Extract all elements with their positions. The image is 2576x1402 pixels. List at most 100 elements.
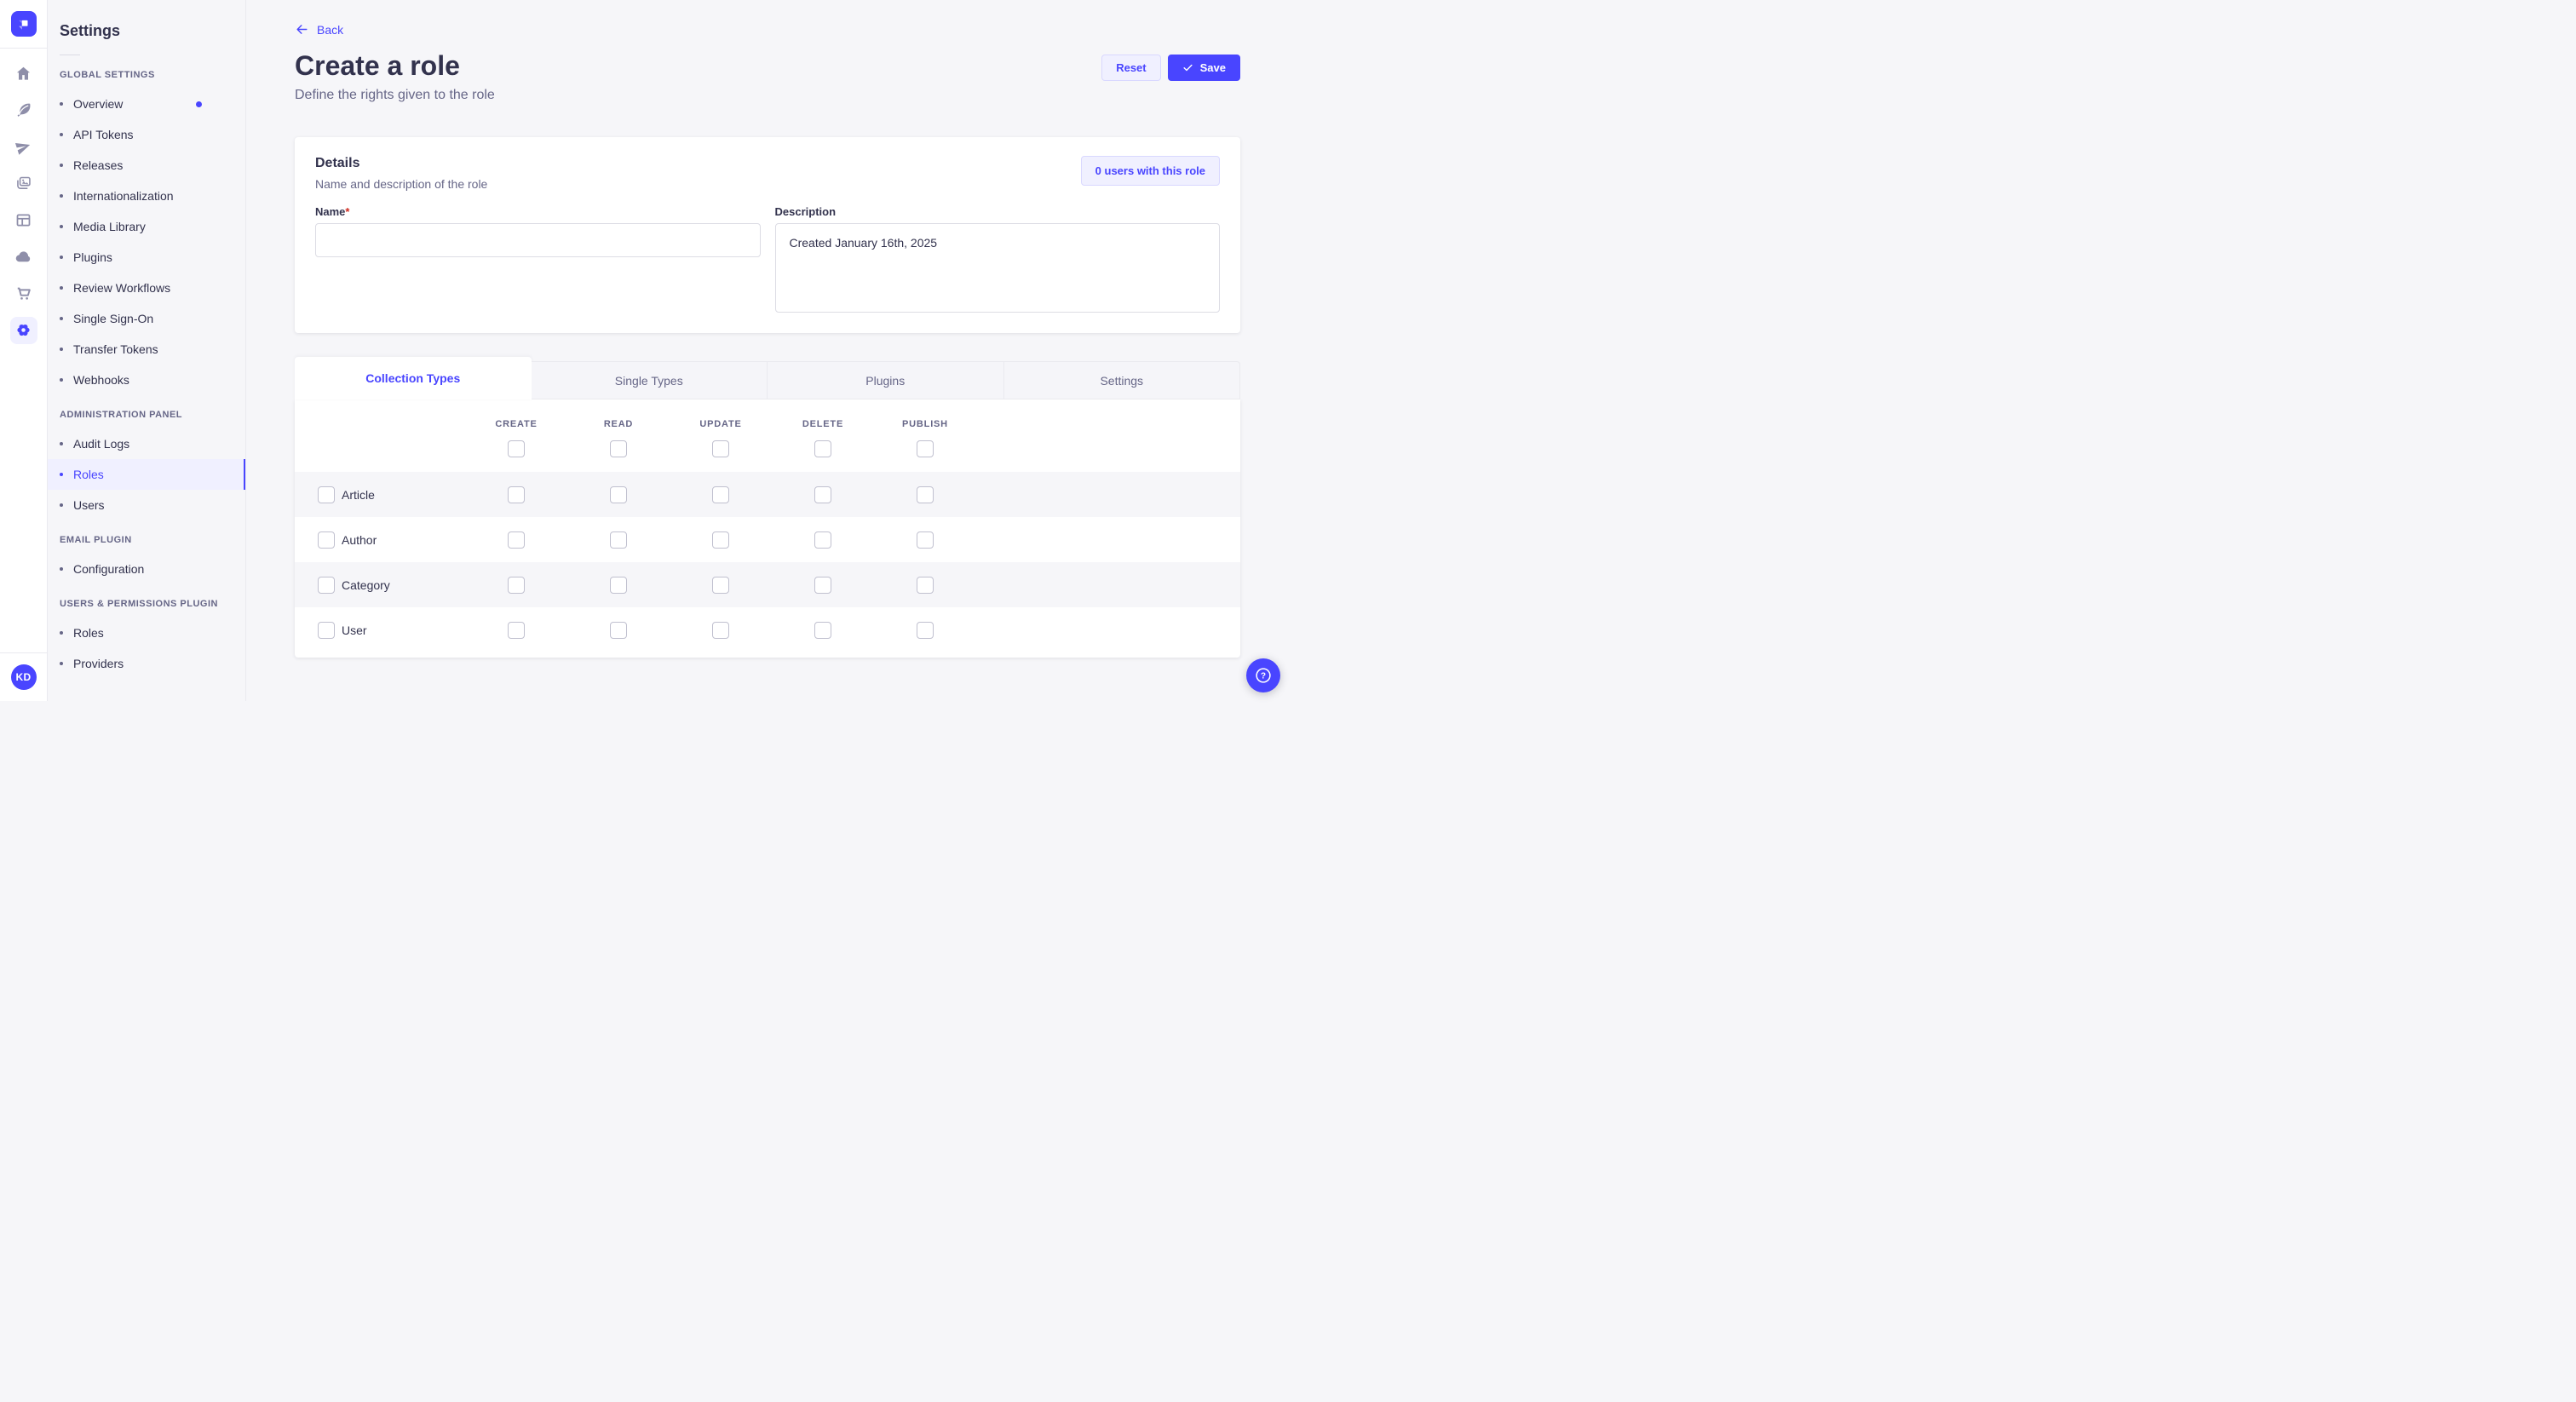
user-avatar[interactable]: KD	[10, 664, 37, 690]
permission-author-create-checkbox[interactable]	[508, 531, 525, 549]
permission-author-update-checkbox[interactable]	[712, 531, 729, 549]
layout-icon[interactable]	[5, 202, 43, 238]
select-all-create-checkbox[interactable]	[508, 440, 525, 458]
sidebar-item-label: Media Library	[73, 220, 146, 233]
permission-user-delete-checkbox[interactable]	[814, 621, 831, 639]
reset-button[interactable]: Reset	[1101, 55, 1161, 81]
row-label: User	[342, 623, 367, 637]
select-all-delete-checkbox[interactable]	[814, 440, 831, 458]
users-with-role-button[interactable]: 0 users with this role	[1080, 156, 1220, 187]
tab-plugins[interactable]: Plugins	[768, 361, 1004, 400]
permission-user-publish-checkbox[interactable]	[917, 621, 934, 639]
permission-user-create-checkbox[interactable]	[508, 621, 525, 639]
bullet-icon	[60, 662, 63, 665]
description-textarea[interactable]: Created January 16th, 2025	[774, 223, 1220, 313]
permissions-tabs: Collection Types Single Types Plugins Setti…	[295, 357, 1240, 400]
select-row-user-checkbox[interactable]	[318, 621, 335, 639]
page-title: Create a role	[295, 50, 460, 81]
cart-icon[interactable]	[5, 275, 43, 312]
bullet-icon	[60, 378, 63, 382]
permission-author-delete-checkbox[interactable]	[814, 531, 831, 549]
sidebar-item-audit-logs[interactable]: Audit Logs	[48, 428, 245, 459]
sidebar-item-providers[interactable]: Providers	[48, 648, 245, 679]
question-mark-icon: ?	[1256, 668, 1271, 683]
permission-category-publish-checkbox[interactable]	[917, 576, 934, 594]
permission-article-update-checkbox[interactable]	[712, 486, 729, 503]
select-all-publish-checkbox[interactable]	[917, 440, 934, 458]
sidebar-item-review-workflows[interactable]: Review Workflows	[48, 273, 245, 303]
bullet-icon	[60, 473, 63, 476]
tab-collection-types[interactable]: Collection Types	[295, 357, 532, 400]
permission-article-read-checkbox[interactable]	[610, 486, 627, 503]
permission-author-read-checkbox[interactable]	[610, 531, 627, 549]
help-button[interactable]: ?	[1246, 658, 1280, 692]
permission-author-publish-checkbox[interactable]	[917, 531, 934, 549]
sidebar-item-media-library[interactable]: Media Library	[48, 211, 245, 242]
required-asterisk: *	[345, 205, 350, 219]
media-library-icon[interactable]	[5, 165, 43, 202]
permission-row-user: User	[295, 607, 1240, 652]
save-button[interactable]: Save	[1167, 55, 1240, 81]
permission-user-read-checkbox[interactable]	[610, 621, 627, 639]
home-icon[interactable]	[5, 55, 43, 92]
select-all-read-checkbox[interactable]	[610, 440, 627, 458]
notification-dot-icon	[196, 101, 202, 107]
sidebar-item-label: Review Workflows	[73, 281, 171, 295]
sidebar-item-webhooks[interactable]: Webhooks	[48, 365, 245, 395]
permission-category-read-checkbox[interactable]	[610, 576, 627, 594]
details-title: Details	[315, 156, 360, 171]
main-content: Back Create a role Reset Save Define the…	[247, 0, 1288, 701]
arrow-left-icon	[296, 25, 308, 34]
sidebar-item-internationalization[interactable]: Internationalization	[48, 181, 245, 211]
bullet-icon	[60, 442, 63, 445]
sidebar-item-roles[interactable]: Roles	[48, 618, 245, 648]
row-label: Article	[342, 487, 375, 502]
sidebar-item-plugins[interactable]: Plugins	[48, 242, 245, 273]
permission-user-update-checkbox[interactable]	[712, 621, 729, 639]
send-icon[interactable]	[5, 129, 43, 165]
permission-category-update-checkbox[interactable]	[712, 576, 729, 594]
tab-single-types[interactable]: Single Types	[531, 361, 768, 400]
sidebar-item-releases[interactable]: Releases	[48, 150, 245, 181]
sidebar-item-users[interactable]: Users	[48, 490, 245, 520]
strapi-logo[interactable]	[10, 11, 37, 37]
sidebar-item-configuration[interactable]: Configuration	[48, 554, 245, 584]
sidebar-item-single-sign-on[interactable]: Single Sign-On	[48, 303, 245, 334]
bullet-icon	[60, 317, 63, 320]
select-row-category-checkbox[interactable]	[318, 576, 335, 594]
bullet-icon	[60, 567, 63, 571]
row-label: Category	[342, 577, 390, 592]
settings-gear-icon[interactable]	[5, 312, 43, 348]
sidebar-item-transfer-tokens[interactable]: Transfer Tokens	[48, 334, 245, 365]
permission-row-category: Category	[295, 562, 1240, 608]
sidebar-item-label: Users	[73, 498, 105, 512]
back-link[interactable]: Back	[295, 22, 343, 37]
select-row-article-checkbox[interactable]	[318, 486, 335, 503]
cloud-icon[interactable]	[5, 238, 43, 275]
select-row-author-checkbox[interactable]	[318, 531, 335, 549]
permission-article-delete-checkbox[interactable]	[814, 486, 831, 503]
sidebar-item-overview[interactable]: Overview	[48, 89, 245, 119]
permission-article-create-checkbox[interactable]	[508, 486, 525, 503]
sidebar-item-label: Audit Logs	[73, 437, 130, 451]
permission-category-delete-checkbox[interactable]	[814, 576, 831, 594]
feather-icon[interactable]	[5, 92, 43, 129]
sidebar-item-roles[interactable]: Roles	[48, 459, 245, 490]
select-all-update-checkbox[interactable]	[712, 440, 729, 458]
description-field-label: Description	[774, 205, 837, 219]
permissions-card: Collection Types Single Types Plugins Setti…	[295, 357, 1240, 658]
sidebar-item-label: Overview	[73, 97, 124, 111]
permission-row-article: Article	[295, 472, 1240, 518]
logo-container	[0, 0, 47, 49]
bullet-icon	[60, 133, 63, 136]
permission-category-create-checkbox[interactable]	[508, 576, 525, 594]
sidebar-item-label: Configuration	[73, 562, 145, 576]
sidebar-item-api-tokens[interactable]: API Tokens	[48, 119, 245, 150]
permissions-table: CREATE READ UPDATE DELETE PUBLISH Article Aut…	[295, 399, 1240, 658]
bullet-icon	[60, 256, 63, 259]
permission-article-publish-checkbox[interactable]	[917, 486, 934, 503]
name-input[interactable]	[315, 223, 761, 258]
sidebar-section-label-administration-panel: ADMINISTRATION PANEL	[60, 410, 183, 420]
sidebar-item-label: Webhooks	[73, 373, 129, 387]
tab-settings[interactable]: Settings	[1003, 361, 1240, 400]
